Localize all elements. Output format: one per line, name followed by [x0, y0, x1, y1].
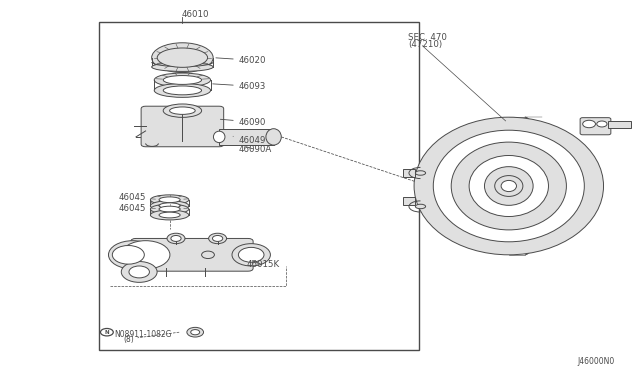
Circle shape: [122, 241, 170, 269]
Ellipse shape: [232, 244, 270, 266]
Ellipse shape: [415, 171, 426, 175]
Circle shape: [596, 121, 607, 127]
Bar: [99, 22, 419, 350]
Text: (8): (8): [123, 335, 134, 344]
Text: (47210): (47210): [408, 40, 442, 49]
Ellipse shape: [451, 142, 566, 230]
Ellipse shape: [159, 203, 180, 209]
Ellipse shape: [484, 167, 533, 205]
Ellipse shape: [154, 73, 211, 87]
Text: 46093: 46093: [212, 82, 266, 91]
Ellipse shape: [159, 197, 180, 203]
Ellipse shape: [163, 76, 202, 84]
Text: 46015K: 46015K: [246, 260, 280, 269]
Text: 46090A: 46090A: [239, 145, 272, 154]
Text: 46020: 46020: [216, 56, 266, 65]
Circle shape: [122, 262, 157, 282]
Ellipse shape: [154, 83, 211, 97]
Circle shape: [171, 235, 181, 241]
FancyBboxPatch shape: [141, 106, 224, 147]
Ellipse shape: [497, 177, 520, 195]
Ellipse shape: [501, 180, 516, 192]
FancyBboxPatch shape: [131, 238, 253, 271]
Text: J46000N0: J46000N0: [577, 357, 614, 366]
Text: 46090: 46090: [220, 118, 266, 126]
Ellipse shape: [163, 86, 202, 95]
Text: 46045: 46045: [118, 204, 152, 213]
Circle shape: [129, 266, 150, 278]
Circle shape: [108, 241, 157, 269]
Text: 46045: 46045: [118, 193, 152, 203]
Ellipse shape: [150, 201, 189, 211]
Circle shape: [167, 233, 185, 244]
Text: N08911-1082G: N08911-1082G: [115, 330, 172, 339]
Circle shape: [113, 246, 145, 264]
Ellipse shape: [415, 204, 426, 209]
Circle shape: [202, 251, 214, 259]
Ellipse shape: [170, 107, 195, 115]
Ellipse shape: [414, 117, 604, 255]
Ellipse shape: [266, 129, 282, 145]
Text: SEC. 470: SEC. 470: [408, 33, 447, 42]
Ellipse shape: [150, 204, 189, 214]
Circle shape: [212, 235, 223, 241]
Ellipse shape: [157, 48, 207, 67]
Circle shape: [187, 327, 204, 337]
Bar: [219, 129, 274, 145]
Ellipse shape: [433, 130, 584, 242]
Bar: [403, 169, 415, 177]
Ellipse shape: [152, 62, 213, 71]
Circle shape: [191, 330, 200, 335]
Bar: [608, 121, 630, 128]
Ellipse shape: [152, 43, 213, 73]
Ellipse shape: [150, 210, 189, 220]
Ellipse shape: [150, 195, 189, 205]
Ellipse shape: [159, 206, 180, 212]
Ellipse shape: [163, 104, 202, 118]
Text: 46049: 46049: [233, 136, 266, 145]
Ellipse shape: [238, 247, 264, 262]
Ellipse shape: [214, 131, 225, 142]
Circle shape: [209, 233, 227, 244]
Text: 46010: 46010: [182, 10, 209, 19]
Bar: [403, 197, 415, 205]
Ellipse shape: [495, 176, 523, 196]
Circle shape: [100, 328, 113, 336]
Ellipse shape: [159, 212, 180, 218]
Text: N: N: [104, 330, 109, 335]
Ellipse shape: [469, 155, 548, 217]
Circle shape: [582, 120, 595, 128]
FancyBboxPatch shape: [580, 118, 611, 135]
